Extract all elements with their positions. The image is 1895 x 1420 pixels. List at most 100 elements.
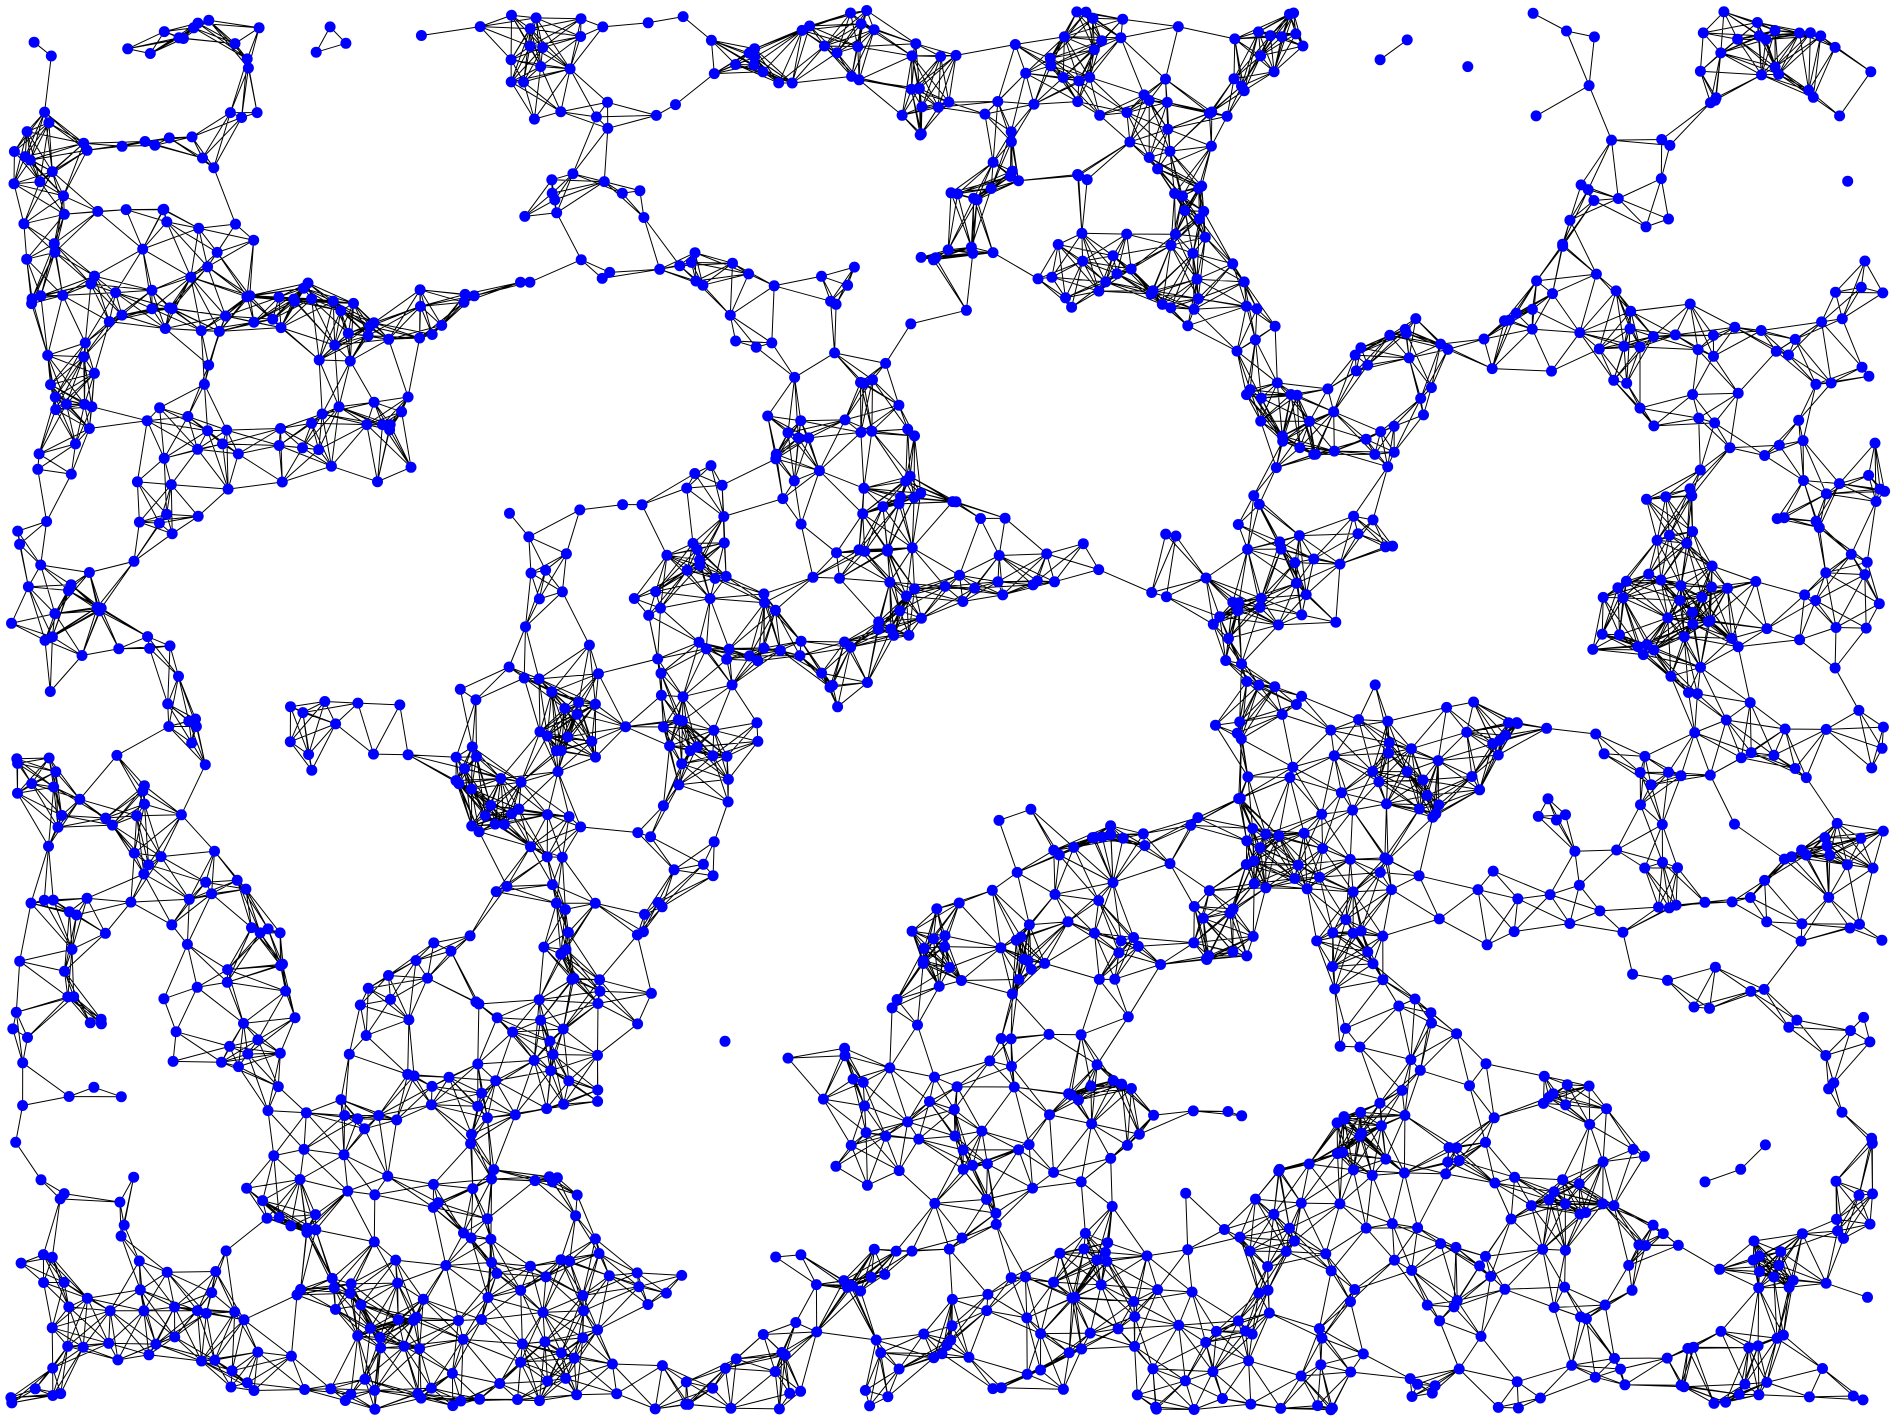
graph-node — [873, 616, 885, 628]
graph-node — [939, 580, 951, 592]
graph-node — [819, 40, 830, 52]
graph-node — [877, 501, 889, 513]
graph-node — [196, 1355, 207, 1367]
graph-node — [1803, 1391, 1815, 1403]
graph-node — [1541, 722, 1553, 734]
graph-node — [1291, 389, 1303, 401]
graph-node — [639, 908, 650, 920]
graph-node — [655, 667, 667, 679]
graph-node — [99, 927, 111, 939]
graph-node — [567, 168, 579, 180]
graph-node — [677, 691, 689, 703]
graph-node — [602, 96, 613, 108]
graph-node — [1663, 213, 1674, 225]
graph-node — [191, 981, 203, 993]
graph-node — [440, 1260, 452, 1271]
graph-node — [1584, 1118, 1596, 1130]
graph-node — [385, 993, 396, 1005]
graph-node — [655, 689, 667, 701]
graph-node — [975, 513, 986, 524]
graph-node — [1308, 553, 1320, 565]
graph-node — [1661, 1352, 1673, 1364]
graph-node — [1442, 1156, 1454, 1168]
graph-node — [112, 1354, 124, 1366]
graph-node — [1597, 1198, 1609, 1210]
graph-node — [297, 707, 309, 719]
graph-node — [1773, 1259, 1785, 1271]
graph-node — [893, 1363, 905, 1375]
graph-node — [229, 38, 241, 50]
graph-node — [537, 42, 549, 53]
graph-node — [981, 1305, 993, 1317]
graph-node — [795, 518, 807, 530]
graph-node — [1272, 619, 1284, 631]
graph-node — [1128, 1296, 1140, 1307]
graph-node — [329, 339, 341, 351]
graph-node — [1769, 25, 1781, 36]
graph-node — [1662, 612, 1674, 624]
graph-node — [727, 257, 738, 269]
graph-node — [1362, 946, 1374, 958]
graph-node — [84, 1017, 96, 1029]
graph-node — [661, 549, 673, 561]
graph-node — [1096, 831, 1108, 843]
graph-node — [670, 99, 681, 111]
graph-node — [1129, 1311, 1141, 1323]
graph-node — [326, 1272, 338, 1284]
graph-node — [149, 139, 161, 151]
graph-node — [1079, 1227, 1091, 1239]
graph-node — [146, 303, 158, 315]
graph-node — [1128, 932, 1140, 943]
graph-node — [63, 1301, 75, 1313]
graph-node — [1724, 442, 1736, 454]
graph-node — [138, 868, 150, 880]
graph-node — [1793, 414, 1805, 426]
graph-node — [546, 879, 558, 891]
graph-node — [1645, 779, 1657, 791]
graph-node — [1094, 109, 1106, 121]
graph-node — [206, 1287, 218, 1299]
graph-node — [248, 1385, 260, 1396]
graph-node — [1185, 819, 1197, 831]
graph-node — [1451, 1295, 1463, 1306]
graph-node — [1071, 6, 1083, 18]
graph-node — [1699, 896, 1711, 908]
graph-node — [1243, 1355, 1255, 1367]
graph-node — [1845, 1025, 1856, 1037]
graph-node — [285, 701, 296, 713]
graph-node — [560, 548, 572, 560]
graph-node — [571, 1389, 583, 1401]
graph-node — [1866, 1137, 1878, 1149]
graph-node — [539, 1336, 551, 1348]
graph-node — [139, 798, 150, 810]
graph-node — [560, 1372, 572, 1384]
graph-node — [1634, 402, 1646, 414]
graph-node — [1072, 169, 1084, 180]
graph-node — [153, 517, 165, 529]
graph-node — [932, 101, 944, 113]
graph-node — [1133, 1128, 1145, 1140]
graph-node — [39, 634, 51, 646]
graph-node — [705, 460, 717, 472]
graph-node — [382, 1170, 394, 1182]
graph-node — [1510, 307, 1522, 319]
graph-node — [1800, 772, 1812, 784]
graph-node — [1862, 1291, 1873, 1303]
graph-node — [722, 796, 734, 808]
graph-node — [676, 758, 688, 770]
graph-node — [348, 297, 359, 309]
graph-node — [154, 402, 166, 414]
graph-node — [1720, 1396, 1732, 1408]
graph-node — [1697, 27, 1709, 39]
graph-node — [1432, 755, 1444, 767]
graph-node — [428, 937, 440, 949]
graph-node — [1503, 717, 1514, 729]
graph-node — [906, 50, 918, 62]
graph-node — [1863, 469, 1875, 481]
graph-node — [1173, 1319, 1185, 1331]
graph-node — [725, 1402, 737, 1414]
graph-node — [1355, 1106, 1367, 1118]
graph-node — [163, 132, 175, 144]
graph-node — [466, 820, 478, 832]
graph-node — [1049, 888, 1061, 900]
